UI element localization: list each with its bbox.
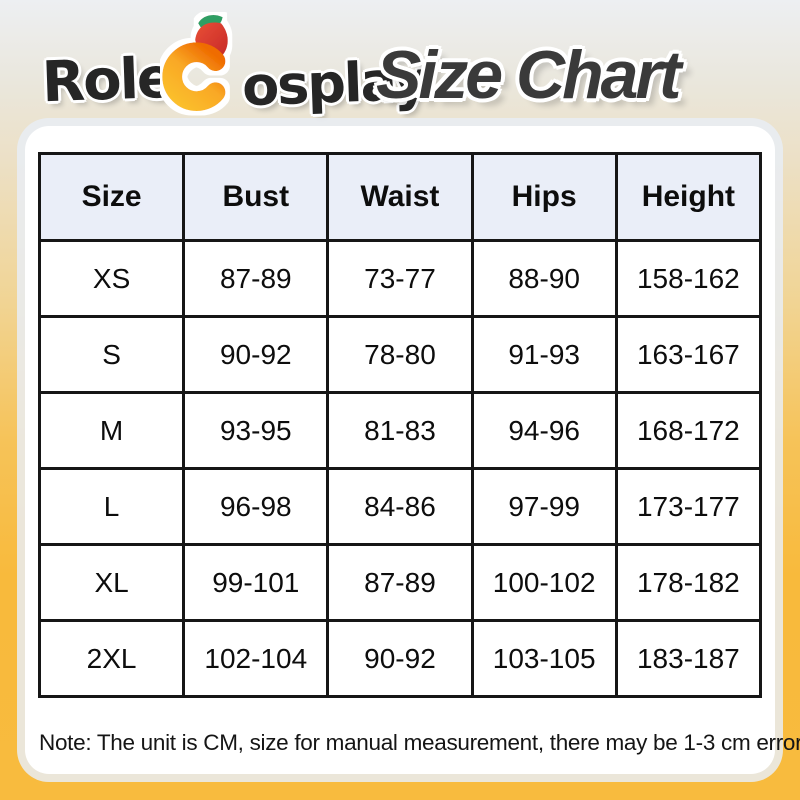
table-row-l: L 96-98 84-86 97-99 173-177 [37,467,763,546]
table-cell: 2XL [37,619,186,698]
table-cell: 87-89 [326,543,474,622]
table-cell: L [37,467,186,546]
logo-text-role: Role [40,45,174,116]
table-cell: M [37,391,186,470]
column-header-bust: Bust [182,152,330,242]
column-header-height: Height [614,152,763,242]
table-row-xl: XL 99-101 87-89 100-102 178-182 [37,543,763,622]
table-cell: 100-102 [470,543,618,622]
header-row: Size Bust Waist Hips Height [37,152,763,242]
table-cell: 158-162 [614,239,763,318]
table-cell: 97-99 [470,467,618,546]
table-row-m: M 93-95 81-83 94-96 168-172 [37,391,763,470]
table-cell: 173-177 [614,467,763,546]
table-cell: 102-104 [182,619,330,698]
table-cell: 178-182 [614,543,763,622]
orange-crescent-shape [162,42,232,112]
column-header-waist: Waist [326,152,474,242]
table-cell: 96-98 [182,467,330,546]
table-cell: S [37,315,186,394]
table-cell: 84-86 [326,467,474,546]
page-title: Size Chart [376,37,682,113]
table-cell: 103-105 [470,619,618,698]
table-row-2xl: 2XL 102-104 90-92 103-105 183-187 [37,619,763,698]
size-chart-table: Size Bust Waist Hips Height XS 87-89 73-… [37,152,763,698]
table-cell: 87-89 [182,239,330,318]
table-cell: 163-167 [614,315,763,394]
table-row-s: S 90-92 78-80 91-93 163-167 [37,315,763,394]
table-cell: 91-93 [470,315,618,394]
table-row-xs: XS 87-89 73-77 88-90 158-162 [37,239,763,318]
brand-header: Role [0,0,800,150]
table-cell: 183-187 [614,619,763,698]
column-header-size: Size [37,152,186,242]
table-cell: 94-96 [470,391,618,470]
rolecosplay-c-swirl-icon [162,14,232,112]
table-cell: XL [37,543,186,622]
table-cell: 99-101 [182,543,330,622]
table-cell: 93-95 [182,391,330,470]
table-cell: 90-92 [326,619,474,698]
table-cell: XS [37,239,186,318]
table-cell: 73-77 [326,239,474,318]
measurement-note: Note: The unit is CM, size for manual me… [39,730,800,755]
size-chart-panel: Size Bust Waist Hips Height XS 87-89 73-… [25,126,800,774]
table-cell: 168-172 [614,391,763,470]
table-cell: 88-90 [470,239,618,318]
table-cell: 90-92 [182,315,330,394]
table-cell: 78-80 [326,315,474,394]
column-header-hips: Hips [470,152,618,242]
table-cell: 81-83 [326,391,474,470]
